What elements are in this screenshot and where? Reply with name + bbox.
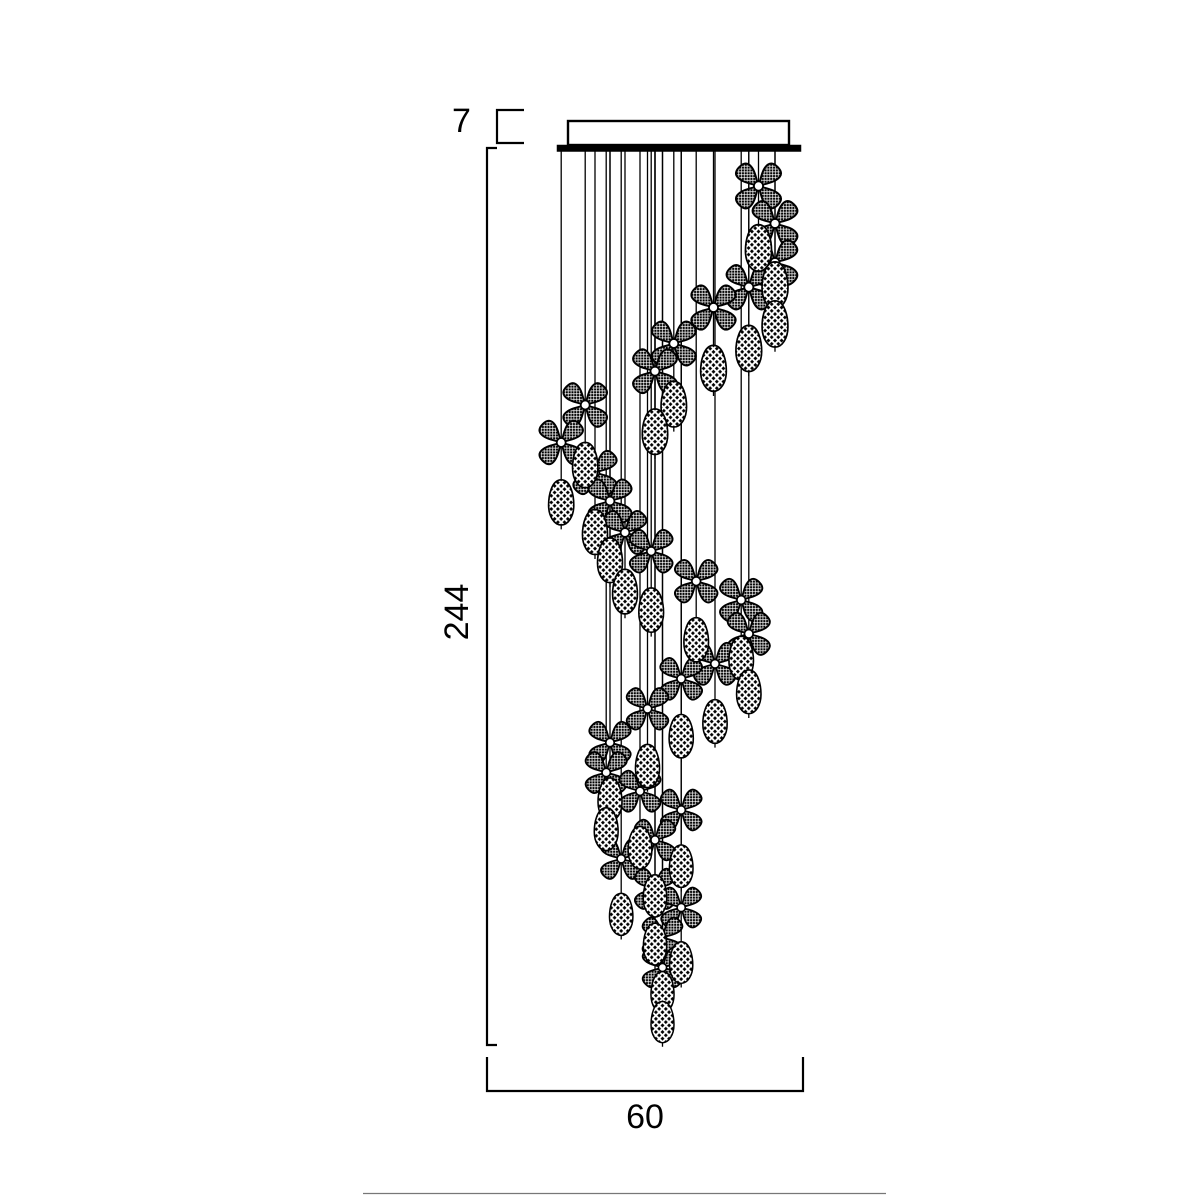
svg-text:7: 7 xyxy=(452,102,471,140)
svg-text:244: 244 xyxy=(438,584,476,641)
svg-text:60: 60 xyxy=(626,1098,664,1136)
